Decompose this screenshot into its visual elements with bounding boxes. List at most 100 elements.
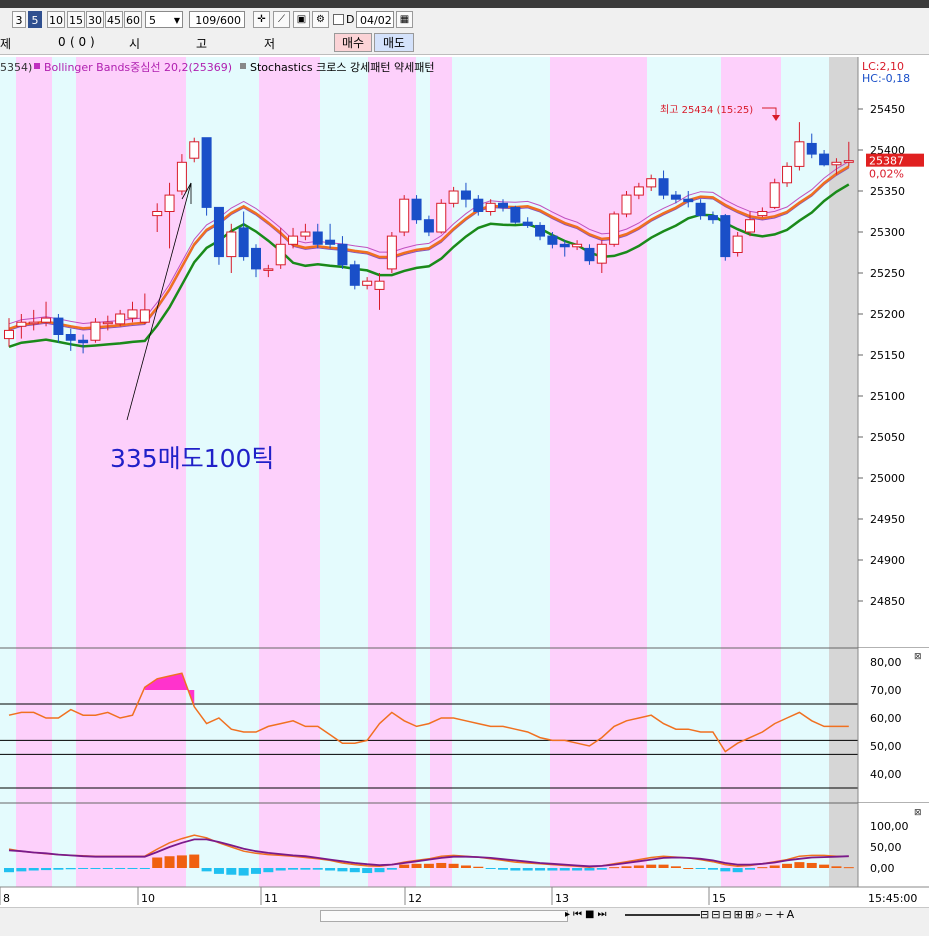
histogram-bar	[485, 868, 496, 869]
histogram-bar	[386, 868, 397, 870]
period-button-30[interactable]: 30	[86, 11, 104, 28]
candle-up	[102, 321, 113, 325]
candle-down	[510, 206, 521, 223]
scroll-buttons[interactable]: ▸⏮■⏭	[565, 909, 610, 920]
chart-tool-icons[interactable]: ⊟⊟⊟⊞⊞⌕−+A	[700, 908, 797, 921]
histogram-bar	[769, 865, 780, 868]
price-chart[interactable]: 5354) Bollinger Bands중심선 20,2(25369) Sto…	[0, 56, 929, 935]
save-icon[interactable]: ▣	[293, 11, 310, 28]
calendar-icon[interactable]: ▦	[396, 11, 413, 28]
histogram-bar	[16, 868, 27, 872]
hc-label: HC:-0,18	[862, 72, 910, 85]
panel-close-icon: ⊠	[914, 808, 922, 818]
histogram-bar	[707, 868, 718, 870]
stoch-tick-label: 80,00	[870, 656, 902, 669]
histogram-bar	[609, 867, 620, 869]
candle-down	[498, 202, 508, 208]
histogram-bar	[115, 868, 126, 869]
candle-down	[213, 206, 224, 258]
d-checkbox[interactable]	[333, 14, 344, 25]
histogram-bar	[732, 868, 743, 873]
histogram-bar	[547, 868, 558, 871]
buy-button[interactable]: 매수	[334, 33, 372, 52]
macd-tick-label: 50,00	[870, 841, 902, 854]
histogram-bar	[399, 864, 410, 868]
period-button-15[interactable]: 15	[67, 11, 85, 28]
price-tick-label: 25200	[870, 308, 905, 321]
candle-up	[386, 235, 397, 270]
candle-down	[535, 224, 546, 237]
pink-session-band	[550, 57, 647, 890]
histogram-bar	[745, 868, 755, 870]
candle-down	[65, 334, 76, 341]
histogram-bar	[139, 868, 150, 869]
period-button-10[interactable]: 10	[47, 11, 65, 28]
open-label: 시	[129, 37, 141, 51]
histogram-bar	[65, 868, 76, 870]
stoch-tick-label: 40,00	[870, 768, 902, 781]
crosshair-icon[interactable]: ✛	[253, 11, 270, 28]
histogram-bar	[411, 863, 422, 868]
date-field[interactable]: 04/02	[356, 11, 394, 28]
period-button-3[interactable]: 3	[12, 11, 26, 28]
session-bands	[0, 57, 858, 890]
trend-tool-icon[interactable]: ⟋	[273, 11, 290, 28]
period-button-5[interactable]: 5	[28, 11, 42, 28]
horizontal-scrollbar[interactable]	[320, 910, 568, 922]
histogram-bar	[436, 862, 447, 868]
stochastics-panel: 80,00 70,00 60,00 50,00 40,00 ⊠	[0, 647, 929, 800]
current-change-label: 0,02%	[869, 168, 904, 181]
histogram-bar	[189, 854, 200, 868]
low-label: 저	[264, 37, 276, 51]
trade-note: 335매도100틱	[110, 444, 274, 473]
histogram-bar	[596, 868, 607, 870]
sell-button[interactable]: 매도	[374, 33, 414, 52]
histogram-bar	[646, 864, 657, 868]
date-label: 12	[408, 892, 422, 905]
price-tick-label: 25350	[870, 185, 905, 198]
candle-up	[362, 280, 373, 286]
signal-line	[8, 838, 849, 868]
down-arrow-icon	[772, 115, 780, 121]
date-label: 15	[712, 892, 726, 905]
candle-up	[843, 160, 854, 163]
stochastics-line	[8, 672, 849, 753]
histogram-bar	[263, 868, 274, 873]
histogram-bar	[349, 868, 360, 873]
count-field[interactable]: 109/600	[189, 11, 245, 28]
histogram-bar	[337, 868, 348, 872]
histogram-bar	[831, 866, 842, 868]
histogram-bar	[164, 856, 175, 868]
zoom-slider[interactable]	[625, 914, 700, 916]
histogram-bar	[683, 868, 694, 869]
pink-session-band	[259, 57, 320, 890]
histogram-bar	[325, 868, 336, 871]
gear-icon[interactable]: ⚙	[312, 11, 329, 28]
histogram-bar	[843, 867, 854, 869]
histogram-bar	[498, 868, 508, 870]
histogram-bar	[806, 862, 817, 868]
chart-scroll-controls: ▸⏮■⏭ ⊟⊟⊟⊞⊞⌕−+A	[0, 907, 929, 936]
order-qty-paren: ( 0 )	[70, 35, 95, 49]
candle-down	[411, 198, 422, 221]
candle-up	[621, 194, 632, 215]
period-button-45[interactable]: 45	[105, 11, 123, 28]
stoch-tick-label: 60,00	[870, 712, 902, 725]
macd-panel: 100,00 50,00 0,00 ⊠	[0, 802, 929, 887]
histogram-bar	[78, 868, 89, 869]
candle-down	[251, 247, 261, 270]
tick-value-select[interactable]: 5 ▼	[145, 11, 183, 28]
histogram-bar	[312, 868, 323, 870]
candle-down	[53, 317, 64, 336]
candle-up	[757, 211, 768, 217]
histogram-bar	[522, 868, 533, 871]
histogram-bar	[4, 868, 14, 873]
candlesticks	[4, 122, 854, 354]
candle-down	[349, 264, 360, 286]
candle-down	[559, 243, 570, 248]
histogram-bar	[473, 866, 484, 868]
histogram-bar	[213, 868, 224, 874]
period-button-60[interactable]: 60	[124, 11, 142, 28]
price-tick-label: 24950	[870, 513, 905, 526]
candle-down	[695, 202, 706, 217]
